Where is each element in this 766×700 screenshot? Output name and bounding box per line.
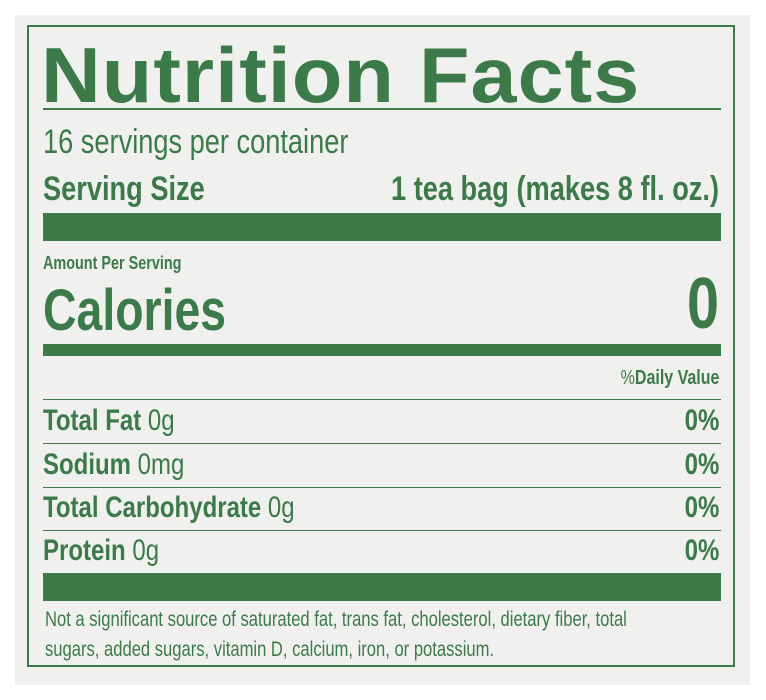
thick-rule (43, 573, 721, 601)
nutrition-facts-label: Nutrition Facts 16 servings per containe… (27, 25, 735, 667)
row-divider (43, 487, 721, 488)
title-rule (43, 108, 721, 110)
footnote: Not a significant source of saturated fa… (45, 605, 766, 665)
amount-per-serving: Amount Per Serving (43, 253, 182, 273)
title-text: Nutrition Facts (41, 31, 641, 119)
thick-rule (43, 213, 721, 241)
calories-label: Calories (43, 278, 227, 343)
serving-size-label: Serving Size (43, 170, 205, 208)
nutrient-row: Total Fat 0g (43, 404, 175, 437)
daily-value-header: %Daily Value (620, 367, 719, 389)
nutrient-row: Protein 0g (43, 534, 160, 567)
nutrient-row: Sodium 0mg (43, 448, 185, 481)
servings-per-container: 16 servings per container (43, 123, 349, 161)
row-divider (43, 530, 721, 531)
nutrient-dv: 0% (684, 404, 719, 437)
serving-size-value: 1 tea bag (makes 8 fl. oz.) (390, 170, 719, 208)
label-title: Nutrition Facts (41, 35, 639, 115)
nutrient-dv: 0% (684, 534, 719, 567)
footnote-line: Not a significant source of saturated fa… (45, 608, 627, 631)
row-divider (43, 443, 721, 444)
footnote-line: sugars, added sugars, vitamin D, calcium… (45, 638, 495, 661)
row-divider (43, 399, 721, 400)
nutrient-dv: 0% (684, 491, 719, 524)
nutrient-row: Total Carbohydrate 0g (43, 491, 295, 524)
nutrient-dv: 0% (684, 448, 719, 481)
calories-value: 0 (686, 264, 719, 344)
medium-rule (43, 344, 721, 356)
